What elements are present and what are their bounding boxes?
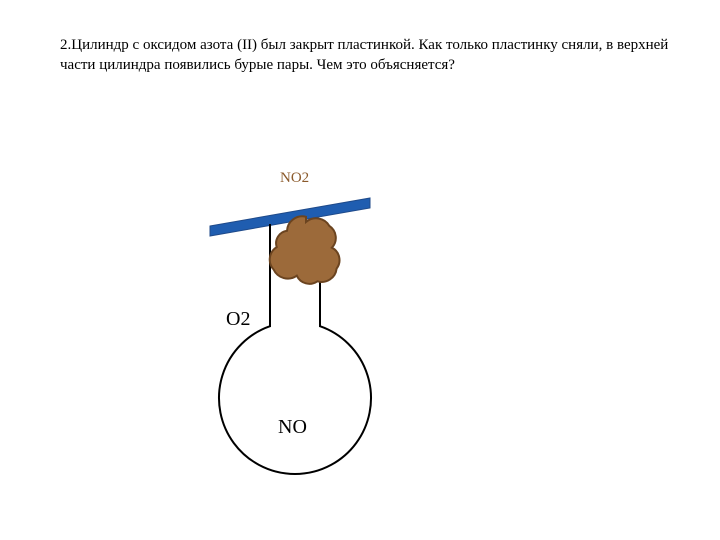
fumes-cloud [270,216,340,283]
o2-label: O2 [226,308,250,331]
no-label: NO [278,416,307,439]
no2-label: NO2 [280,170,309,187]
flask-diagram [0,0,720,540]
